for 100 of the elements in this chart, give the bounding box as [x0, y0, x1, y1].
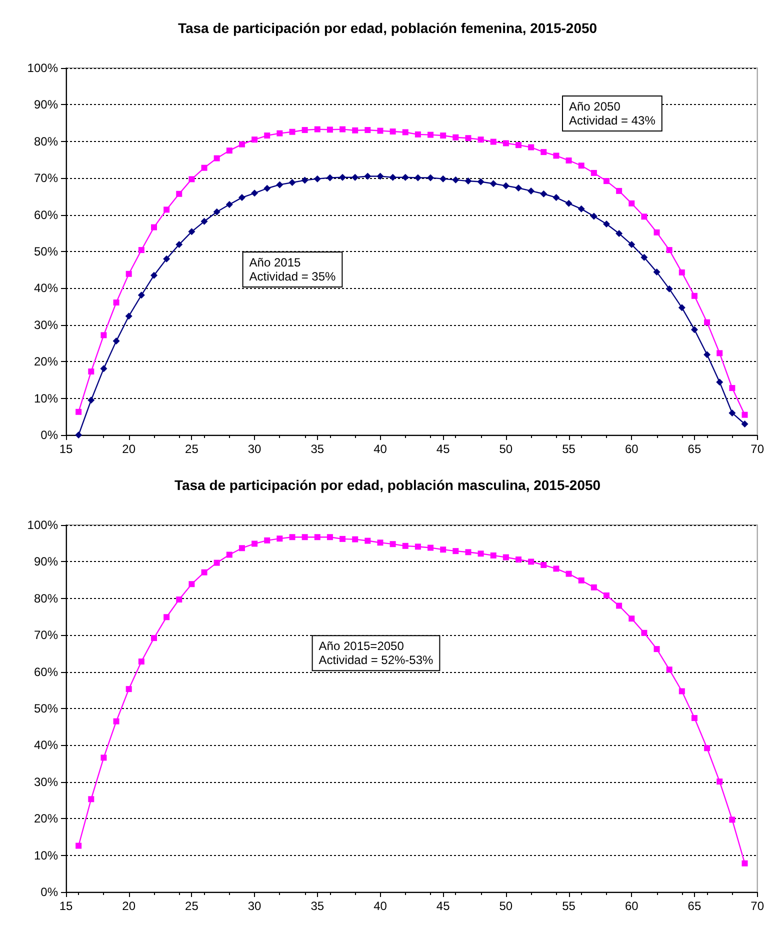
- x-tick-label: 50: [499, 899, 513, 913]
- y-tick-label: 10%: [34, 848, 58, 862]
- point: [276, 130, 283, 136]
- point: [113, 300, 120, 306]
- y-tick-label: 20%: [34, 354, 58, 369]
- point: [540, 149, 547, 156]
- chart-title: Tasa de participación por edad, población femenina, 2015-2050: [178, 20, 598, 36]
- point: [603, 592, 610, 598]
- point: [176, 241, 183, 248]
- point: [578, 205, 585, 212]
- chart-title: Tasa de participación por edad, población masculina, 2015-2050: [174, 477, 601, 493]
- point: [464, 178, 472, 185]
- point: [602, 220, 610, 228]
- y-tick-label: 30%: [34, 774, 58, 789]
- point: [252, 136, 258, 143]
- y-tick-label: 0%: [40, 885, 58, 899]
- y-tick-label: 50%: [34, 702, 58, 716]
- point: [126, 686, 132, 692]
- point: [578, 577, 584, 584]
- y-tick-label: 70%: [34, 628, 58, 642]
- x-tick-label: 60: [624, 442, 639, 456]
- point: [502, 554, 509, 560]
- point: [364, 172, 372, 180]
- point: [515, 184, 522, 192]
- point: [302, 534, 308, 540]
- point: [502, 182, 510, 190]
- point: [352, 536, 358, 542]
- point: [603, 178, 610, 184]
- point: [666, 666, 672, 673]
- point: [678, 688, 685, 694]
- point: [264, 132, 270, 139]
- point: [641, 630, 648, 636]
- point: [100, 754, 107, 761]
- point: [590, 170, 597, 176]
- point: [389, 174, 396, 181]
- y-tick-label: 80%: [34, 134, 58, 148]
- point: [590, 584, 597, 590]
- point: [301, 176, 308, 184]
- point: [628, 200, 635, 206]
- point: [741, 420, 748, 428]
- point: [201, 164, 208, 171]
- point: [654, 229, 660, 236]
- point: [138, 292, 145, 299]
- point: [414, 131, 421, 138]
- y-tick-label: 90%: [34, 98, 58, 112]
- x-tick-label: 60: [624, 899, 639, 913]
- point: [390, 541, 396, 548]
- y-tick-label: 40%: [34, 281, 58, 296]
- point: [716, 350, 723, 356]
- point: [742, 412, 748, 418]
- y-tick-label: 40%: [34, 738, 58, 752]
- x-tick-label: 15: [59, 442, 73, 456]
- point: [490, 552, 496, 558]
- point: [276, 181, 284, 188]
- point: [678, 269, 685, 276]
- x-tick-label: 45: [436, 899, 450, 913]
- point: [326, 534, 333, 540]
- point: [150, 272, 158, 279]
- y-tick-label: 80%: [34, 591, 58, 606]
- point: [326, 174, 334, 182]
- point: [654, 646, 660, 652]
- x-tick-label: 20: [122, 442, 136, 456]
- x-tick-label: 45: [436, 442, 450, 456]
- point: [440, 132, 446, 139]
- point: [264, 184, 271, 192]
- point: [678, 304, 686, 312]
- x-tick-label: 25: [185, 899, 199, 913]
- point: [716, 378, 724, 386]
- x-tick-label: 35: [310, 442, 324, 456]
- point: [452, 176, 460, 184]
- x-tick-label: 65: [688, 442, 702, 456]
- point: [340, 536, 346, 542]
- x-tick-label: 40: [374, 899, 388, 913]
- point: [376, 172, 384, 180]
- point: [490, 138, 496, 145]
- point: [540, 562, 547, 568]
- point: [742, 860, 748, 866]
- point: [590, 212, 598, 220]
- point: [578, 162, 584, 169]
- point: [691, 715, 698, 722]
- point: [465, 549, 472, 556]
- point: [428, 132, 434, 138]
- point: [465, 135, 472, 142]
- point: [478, 136, 484, 143]
- point: [276, 536, 283, 542]
- point: [125, 312, 132, 320]
- point: [126, 270, 132, 277]
- point: [75, 432, 82, 438]
- point: [76, 842, 82, 849]
- x-tick-label: 50: [499, 442, 513, 456]
- point: [188, 581, 195, 588]
- annotation: Año 2050 Actividad = 43%: [569, 100, 656, 128]
- point: [502, 140, 509, 146]
- y-tick-label: 30%: [34, 318, 58, 332]
- point: [188, 228, 196, 236]
- point: [628, 616, 635, 622]
- point: [289, 534, 296, 540]
- point: [452, 134, 459, 140]
- y-tick-label: 60%: [34, 664, 58, 679]
- point: [704, 745, 710, 752]
